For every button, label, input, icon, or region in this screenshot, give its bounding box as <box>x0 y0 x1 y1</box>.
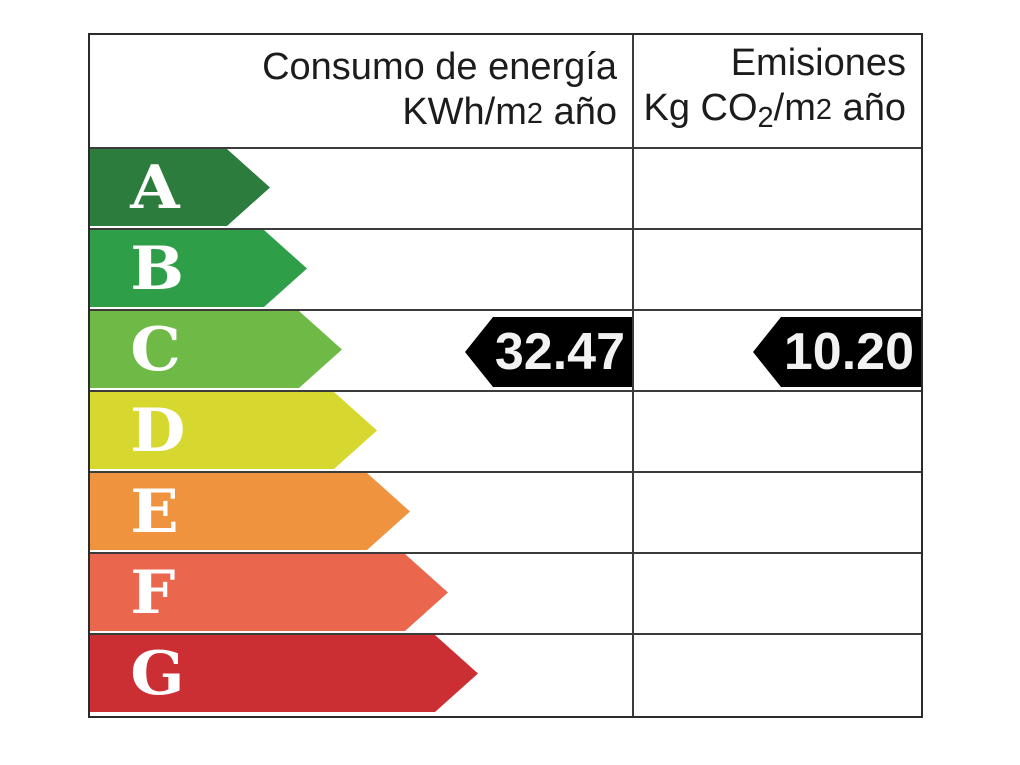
rating-letter-e: E <box>130 476 179 547</box>
header-emisiones-line2: Kg CO2/m2 año <box>643 86 906 141</box>
header-consumo-cell: Consumo de energía KWh/m2 año <box>90 35 632 147</box>
rating-row-a: A <box>90 149 921 230</box>
emisiones-value: 10.20 <box>783 323 914 381</box>
rating-row-g: G <box>90 635 921 716</box>
rating-letter-f: F <box>130 557 176 628</box>
rating-band-arrow-e: E <box>90 473 410 550</box>
rating-row-d: D <box>90 392 921 473</box>
emisiones-co2-subscript: 2 <box>757 102 774 134</box>
rating-band-arrow-g: G <box>90 635 478 712</box>
table-header: Consumo de energía KWh/m2 año Emisiones … <box>90 35 921 149</box>
header-consumo-line2: KWh/m2 año <box>402 90 617 137</box>
consumo-value-arrow: 32.47 <box>465 317 632 387</box>
rating-rows: A B C D E <box>90 149 921 716</box>
rating-row-b: B <box>90 230 921 311</box>
column-divider <box>632 35 634 716</box>
header-emisiones-cell: Emisiones Kg CO2/m2 año <box>632 35 921 147</box>
consumo-unit-post: año <box>543 91 617 133</box>
rating-band-arrow-a: A <box>90 149 270 226</box>
emisiones-unit-exponent: 2 <box>815 94 833 126</box>
emisiones-unit-pre: Kg CO <box>643 87 758 129</box>
consumo-unit-exponent: 2 <box>526 98 544 130</box>
consumo-value: 32.47 <box>494 323 625 381</box>
rating-band-arrow-d: D <box>90 392 377 469</box>
rating-band-arrow-b: B <box>90 230 307 307</box>
rating-letter-d: D <box>130 395 186 466</box>
rating-letter-c: C <box>130 314 181 385</box>
rating-band-arrow-c: C <box>90 311 342 388</box>
rating-row-e: E <box>90 473 921 554</box>
rating-letter-g: G <box>130 638 185 709</box>
emisiones-unit-mid: /m <box>773 87 816 129</box>
rating-letter-a: A <box>130 152 180 223</box>
header-emisiones-line1: Emisiones <box>730 42 906 84</box>
rating-row-c: C <box>90 311 921 392</box>
rating-band-arrow-f: F <box>90 554 448 631</box>
rating-letter-b: B <box>130 233 185 304</box>
rating-row-f: F <box>90 554 921 635</box>
consumo-unit-pre: KWh/m <box>402 91 527 133</box>
header-consumo-line1: Consumo de energía <box>262 46 617 88</box>
emisiones-unit-post: año <box>832 87 906 129</box>
energy-rating-table: Consumo de energía KWh/m2 año Emisiones … <box>88 33 923 718</box>
emisiones-value-arrow: 10.20 <box>753 317 921 387</box>
